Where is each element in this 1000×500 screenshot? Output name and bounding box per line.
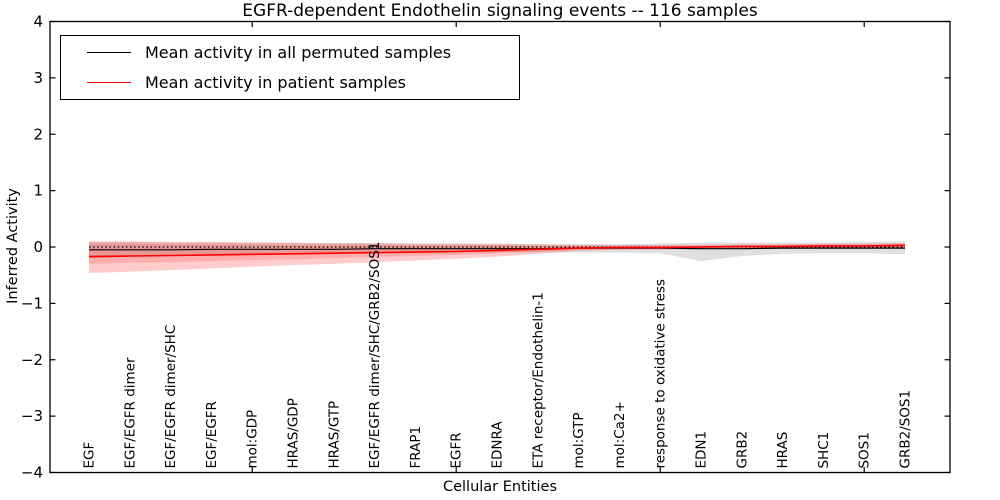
x-category-label: EGF/EGFR — [204, 401, 220, 468]
x-category-label: EGF/EGFR dimer/SHC/GRB2/SOS1 — [367, 242, 383, 469]
x-category-label: EGF/EGFR dimer — [122, 357, 138, 469]
y-tick-label: −2 — [21, 351, 43, 369]
x-category-label: mol:GTP — [571, 412, 587, 468]
y-tick-label: 0 — [33, 238, 43, 256]
y-tick-label: −4 — [21, 464, 43, 482]
x-category-label: EGF — [82, 442, 98, 469]
y-tick-label: 2 — [33, 125, 43, 143]
x-category-label: HRAS/GDP — [286, 398, 302, 468]
x-category-label: EGF/EGFR dimer/SHC — [163, 325, 179, 469]
x-category-label: response to oxidative stress — [653, 279, 669, 468]
x-category-label: mol:Ca2+ — [612, 401, 628, 468]
x-category-label: SOS1 — [857, 432, 873, 468]
legend-item: Mean activity in patient samples — [87, 70, 519, 96]
x-category-label: ETA receptor/Endothelin-1 — [530, 292, 546, 468]
x-axis-label: Cellular Entities — [442, 479, 558, 495]
x-category-label: HRAS — [775, 432, 791, 469]
legend-swatch-line — [87, 52, 131, 53]
y-tick-label: −1 — [21, 294, 43, 312]
legend-swatch-line — [87, 82, 131, 83]
x-category-label: HRAS/GTP — [326, 401, 342, 469]
x-category-label: GRB2/SOS1 — [898, 390, 914, 469]
x-category-label: EDN1 — [694, 431, 710, 469]
chart-title: EGFR-dependent Endothelin signaling even… — [242, 1, 758, 21]
y-tick-label: 4 — [33, 13, 43, 31]
y-tick-label: 3 — [33, 69, 43, 87]
y-axis-label: Inferred Activity — [5, 188, 21, 304]
series-line-permuted — [89, 247, 905, 251]
x-category-label: EDNRA — [490, 421, 506, 469]
x-category-label: mol:GDP — [245, 410, 261, 469]
legend-item-label: Mean activity in all permuted samples — [145, 43, 452, 62]
legend-item-label: Mean activity in patient samples — [145, 73, 406, 92]
x-category-label: GRB2 — [734, 431, 750, 469]
x-category-label: FRAP1 — [408, 426, 424, 469]
x-category-label: SHC1 — [816, 432, 832, 469]
y-tick-label: −3 — [21, 407, 43, 425]
series-line-patient — [88, 244, 906, 258]
x-category-label: EGFR — [449, 432, 465, 468]
legend-box: Mean activity in all permuted samples Mea… — [60, 35, 520, 100]
y-tick-label: 1 — [33, 182, 43, 200]
legend-item: Mean activity in all permuted samples — [87, 40, 519, 66]
